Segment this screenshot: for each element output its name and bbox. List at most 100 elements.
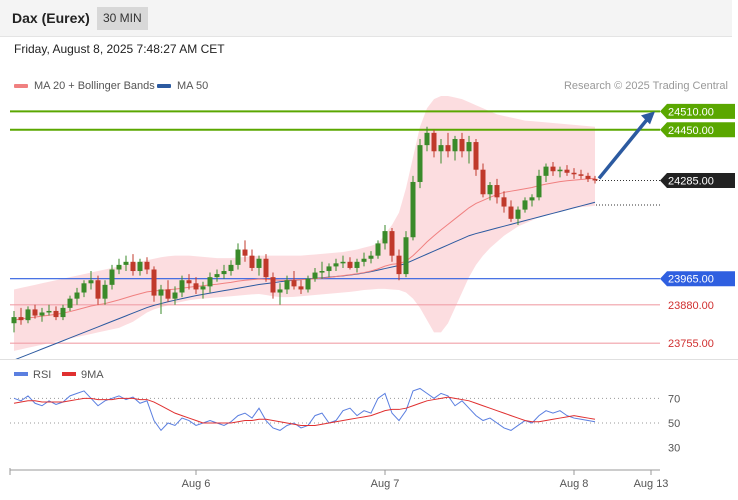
- forecast-arrow-head: [641, 111, 655, 125]
- candle: [277, 289, 283, 293]
- candle: [382, 231, 388, 244]
- timestamp: Friday, August 8, 2025 7:48:27 AM CET: [14, 42, 225, 56]
- rsi-tick-label: 30: [668, 443, 680, 455]
- candle: [165, 289, 171, 299]
- candle: [130, 261, 136, 272]
- candle: [340, 261, 346, 264]
- research-credit: Research © 2025 Trading Central: [563, 80, 728, 92]
- candle: [81, 283, 87, 293]
- level-tag-resistance: [660, 122, 735, 138]
- candle: [410, 181, 416, 238]
- instrument-title: Dax (Eurex): [12, 10, 90, 26]
- candle: [242, 249, 248, 256]
- rsi-legend-label: RSI: [33, 369, 51, 381]
- candle: [417, 145, 423, 182]
- candle: [39, 312, 45, 316]
- rsi-tick-label: 70: [668, 393, 680, 405]
- candle: [445, 145, 451, 152]
- candle: [396, 255, 402, 275]
- candle: [249, 255, 255, 268]
- candle: [585, 175, 591, 179]
- candle: [74, 292, 80, 299]
- candle: [186, 280, 192, 284]
- legend-ma50: MA 50: [157, 80, 208, 92]
- candle: [151, 269, 157, 296]
- ma20-legend-label: MA 20 + Bollinger Bands: [34, 80, 155, 92]
- candle: [389, 231, 395, 256]
- candle: [508, 206, 514, 219]
- candle: [403, 237, 409, 275]
- candle: [88, 280, 94, 284]
- candle: [361, 258, 367, 262]
- candle: [529, 197, 535, 201]
- candle: [144, 261, 150, 270]
- candle: [466, 142, 472, 152]
- level-tag-resistance: [660, 103, 735, 119]
- candle: [32, 309, 38, 316]
- ma50-swatch: [157, 84, 171, 89]
- candle: [557, 169, 563, 172]
- level-tag-current: [660, 172, 735, 188]
- timeframe-button[interactable]: 30 MIN: [97, 7, 148, 30]
- candle: [298, 286, 304, 290]
- candle: [95, 280, 101, 299]
- price-chart: 24510.00 24450.00 24285.00 23965.00 23880.00…: [10, 96, 735, 360]
- forecast-arrow: [597, 117, 650, 180]
- candle: [46, 310, 52, 313]
- candle: [431, 132, 437, 152]
- candle: [158, 289, 164, 296]
- x-tick-label: Aug 13: [634, 478, 669, 490]
- candle: [11, 317, 17, 324]
- chart-header: Dax (Eurex) 30 MIN: [0, 0, 732, 37]
- candle: [67, 298, 73, 308]
- level-label-resistance: 24510.00: [668, 106, 714, 118]
- candle: [291, 280, 297, 287]
- candle: [60, 307, 66, 318]
- candle: [228, 264, 234, 272]
- level-label-pivot: 23965.00: [668, 274, 714, 286]
- candle: [172, 292, 178, 299]
- candle: [319, 271, 325, 273]
- candle: [550, 166, 556, 172]
- level-label-current: 24285.00: [668, 175, 714, 187]
- candle: [207, 277, 213, 287]
- level-label-resistance: 24450.00: [668, 125, 714, 137]
- level-label-support: 23755.00: [668, 338, 714, 350]
- candle: [18, 317, 24, 321]
- candle: [536, 175, 542, 198]
- candle: [214, 274, 220, 278]
- candle: [326, 266, 332, 272]
- candle: [592, 178, 598, 181]
- bollinger-band: [14, 96, 595, 351]
- candle: [284, 280, 290, 290]
- legend-ma20: MA 20 + Bollinger Bands: [14, 80, 155, 92]
- candle: [109, 269, 115, 285]
- candle: [305, 278, 311, 290]
- candle: [200, 286, 206, 290]
- candle: [487, 185, 493, 195]
- candle: [375, 243, 381, 256]
- level-tag-pivot: [660, 271, 735, 287]
- x-tick-label: Aug 7: [371, 478, 400, 490]
- rsi-ma-legend-label: 9MA: [81, 369, 104, 381]
- rsi-tick-label: 50: [668, 418, 680, 430]
- candle: [571, 172, 577, 175]
- candle: [368, 255, 374, 259]
- candle: [522, 200, 528, 210]
- candle: [424, 132, 430, 146]
- candle: [564, 169, 570, 173]
- rsi-ma-line: [13, 396, 596, 426]
- candle: [263, 258, 269, 278]
- ma20-swatch: [14, 84, 28, 89]
- candle: [473, 142, 479, 170]
- candle: [25, 309, 31, 321]
- candle: [123, 261, 129, 265]
- candle: [53, 310, 59, 318]
- candle: [221, 271, 227, 275]
- candle: [438, 145, 444, 152]
- rsi-line: [13, 387, 596, 432]
- candle: [347, 261, 353, 268]
- candle: [256, 258, 262, 268]
- candle: [501, 197, 507, 207]
